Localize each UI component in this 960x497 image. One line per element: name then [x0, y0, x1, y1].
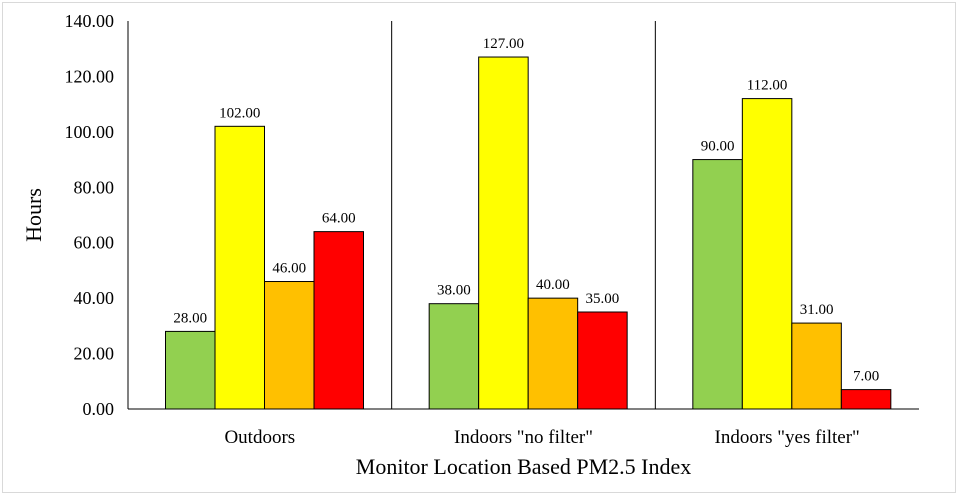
data-labels: 28.00 102.00 46.00 64.00 38.00 127.00 40.00 35.… [173, 36, 879, 385]
data-label: 64.00 [322, 211, 356, 227]
bar-indoors-yes-filter-4 [840, 389, 892, 410]
bar-indoors-yes-filter-1 [692, 159, 743, 410]
x-category-label: Indoors "yes filter" [715, 427, 860, 448]
data-label: 127.00 [483, 36, 524, 52]
bar-indoors-yes-filter-3 [791, 322, 842, 410]
y-tick-label: 80.00 [74, 177, 115, 197]
bar-indoors-yes-filter-2 [741, 98, 793, 410]
data-label: 28.00 [173, 310, 207, 326]
data-label: 102.00 [219, 105, 260, 121]
data-label: 40.00 [536, 277, 570, 293]
bars [165, 56, 892, 410]
data-label: 46.00 [272, 261, 306, 277]
bar-indoors-no-filter-1 [428, 303, 480, 410]
x-category-label: Indoors "no filter" [454, 427, 593, 448]
y-axis-title: Hours [21, 188, 46, 242]
data-label: 112.00 [747, 78, 788, 94]
bar-outdoors-3 [264, 281, 315, 410]
category-separators [391, 21, 656, 409]
y-tick-label: 40.00 [74, 288, 115, 308]
y-axis-ticks: 0.00 20.00 40.00 60.00 80.00 100.00 120.00 140.… [65, 11, 115, 419]
data-label: 90.00 [701, 139, 735, 155]
y-tick-label: 140.00 [65, 11, 115, 31]
data-label: 7.00 [853, 369, 879, 385]
y-tick-label: 120.00 [65, 66, 115, 86]
bar-indoors-no-filter-4 [577, 311, 628, 410]
bar-indoors-no-filter-2 [478, 56, 529, 410]
data-label: 35.00 [586, 291, 620, 307]
y-tick-label: 100.00 [65, 122, 115, 142]
data-label: 38.00 [437, 283, 471, 299]
y-tick-label: 60.00 [74, 233, 115, 253]
bar-outdoors-2 [214, 125, 265, 410]
x-category-label: Outdoors [224, 427, 295, 448]
bar-indoors-no-filter-3 [527, 297, 579, 410]
bar-outdoors-1 [165, 330, 216, 410]
bar-outdoors-4 [313, 231, 364, 410]
y-tick-label: 20.00 [74, 344, 115, 364]
x-axis-title: Monitor Location Based PM2.5 Index [356, 454, 691, 479]
y-tick-label: 0.00 [83, 399, 115, 419]
data-label: 31.00 [800, 302, 834, 318]
x-axis-category-labels: Outdoors Indoors "no filter" Indoors "yes … [224, 427, 859, 448]
